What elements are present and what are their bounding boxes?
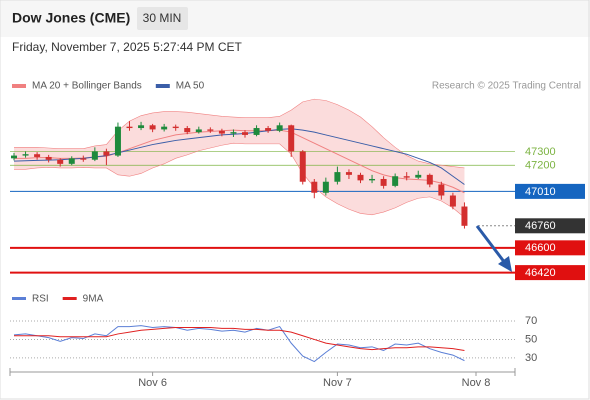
candle-body (334, 172, 341, 182)
level-label: 47300 (525, 146, 556, 158)
legend-label: RSI (32, 294, 49, 305)
bollinger-fill (14, 99, 465, 218)
candle-body (415, 174, 422, 178)
y-tick-label: 70 (525, 315, 537, 327)
level-box (515, 240, 585, 256)
candle-body (161, 126, 168, 130)
candle-body (276, 125, 283, 131)
level-box (515, 183, 585, 199)
level-label: 46600 (525, 242, 556, 254)
candle-body (253, 128, 260, 135)
candle-body (114, 126, 121, 156)
candle-body (184, 128, 191, 133)
x-tick-label: Nov 7 (323, 377, 352, 389)
candle-body (265, 128, 272, 131)
candle-body (449, 195, 456, 207)
legend-swatch (62, 297, 77, 300)
legend-label: MA 50 (176, 81, 205, 92)
legend-swatch (12, 84, 26, 88)
bollinger-upper (14, 98, 465, 169)
y-tick-label: 30 (525, 352, 537, 364)
y-tick-label: 50 (525, 333, 537, 345)
candle-body (172, 126, 179, 129)
candle-body (369, 178, 376, 181)
credit: Research © 2025 Trading Central (432, 81, 581, 92)
candle-body (45, 156, 52, 160)
candle-body (438, 184, 445, 196)
level-box (515, 265, 585, 281)
candle-body (126, 126, 133, 129)
subtitle: Friday, November 7, 2025 5:27:44 PM CET (12, 40, 243, 54)
candle-body (149, 125, 156, 130)
candle-body (461, 206, 468, 226)
candle-body (288, 125, 295, 152)
candle-body (22, 154, 29, 156)
level-label: 47200 (525, 160, 556, 172)
candle-body (138, 125, 145, 129)
x-tick-label: Nov 8 (462, 377, 491, 389)
level-label: 47010 (525, 186, 556, 198)
legend-label: MA 20 + Bollinger Bands (32, 81, 142, 92)
candle-body (299, 151, 306, 182)
candle-body (57, 159, 64, 164)
candle-body (91, 151, 98, 160)
candle-body (207, 129, 214, 131)
candle-body (218, 130, 225, 134)
x-tick-label: Nov 6 (138, 377, 167, 389)
timeframe-box (137, 7, 188, 30)
candle-body (357, 174, 364, 181)
candle-body (345, 172, 352, 175)
header-bar (0, 0, 590, 37)
ma50-line (13, 128, 465, 185)
level-box (515, 218, 585, 234)
candle-body (195, 129, 202, 133)
bollinger-lower (14, 142, 465, 218)
candle-body (80, 158, 87, 160)
candle-body (380, 178, 387, 186)
candle-body (34, 154, 41, 157)
candle-body (426, 174, 433, 185)
chart-title: Dow Jones (CME) (12, 10, 130, 26)
candle-body (403, 176, 410, 178)
rsi-line (13, 325, 465, 363)
candle-body (242, 132, 248, 135)
candle-body (103, 151, 110, 156)
level-label: 46420 (525, 267, 556, 279)
candle-body (322, 181, 329, 193)
candle-body (68, 158, 75, 164)
legend-swatch (155, 84, 170, 88)
timeframe: 30 MIN (143, 11, 182, 25)
forecast-arrowhead (498, 256, 512, 272)
level-label: 46760 (525, 220, 556, 232)
rsi-line (14, 326, 465, 352)
candle-body (311, 181, 318, 193)
legend-label: 9MA (83, 294, 104, 305)
forecast-arrow (475, 225, 507, 264)
legend-swatch (12, 297, 26, 300)
candle-body (392, 176, 399, 186)
candle-body (11, 155, 17, 159)
candle-body (230, 132, 237, 134)
